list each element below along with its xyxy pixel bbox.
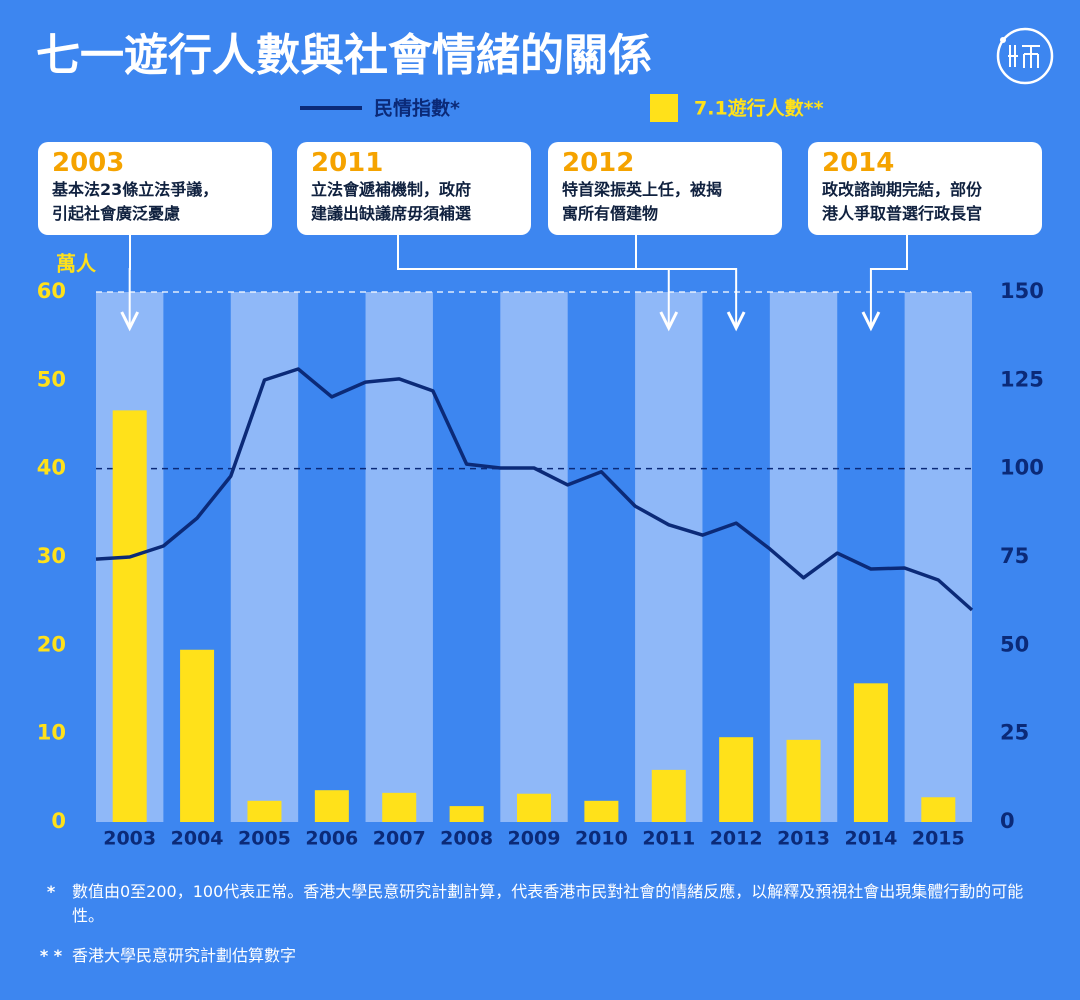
bar xyxy=(719,737,754,822)
bar xyxy=(786,739,821,822)
stripe xyxy=(904,292,972,822)
y2-tick-label: 0 xyxy=(1000,809,1015,833)
x-tick-label: 2003 xyxy=(103,828,156,850)
annotation-connector xyxy=(397,235,670,326)
bar xyxy=(517,793,551,822)
footnote-text: 香港大學民意研究計劃估算數字 xyxy=(72,946,297,965)
y2-tick-label: 150 xyxy=(1000,279,1044,303)
annotation-text: 港人爭取普選行政長官 xyxy=(822,204,983,223)
y-tick-label: 60 xyxy=(37,279,66,303)
bar xyxy=(651,769,686,822)
annotation-box: 2011 立法會遞補機制，政府 建議出缺議席毋須補選 xyxy=(297,142,531,235)
y2-tick-label: 75 xyxy=(1000,544,1029,568)
y2-tick-label: 25 xyxy=(1000,721,1029,745)
bar xyxy=(180,649,215,822)
x-tick-label: 2014 xyxy=(844,828,897,850)
bar xyxy=(449,806,484,822)
x-tick-label: 2009 xyxy=(508,828,561,850)
x-tick-label: 2004 xyxy=(171,828,224,850)
bar xyxy=(314,790,349,822)
bar xyxy=(584,800,619,822)
annotation-arrowhead xyxy=(726,311,746,332)
annotation-text: 特首梁振英上任，被揭 xyxy=(562,180,723,199)
legend-swatch xyxy=(650,94,678,122)
annotation-box: 2012 特首梁振英上任，被揭 寓所有僭建物 xyxy=(548,142,782,235)
stripe xyxy=(500,292,568,822)
x-tick-label: 2011 xyxy=(642,828,695,850)
y-tick-label: 50 xyxy=(37,367,66,391)
annotation-arrowhead xyxy=(659,311,679,332)
x-tick-label: 2015 xyxy=(912,828,965,850)
footnote: * * 香港大學民意研究計劃估算數字 xyxy=(30,944,1050,968)
annotation-text: 寓所有僭建物 xyxy=(562,204,659,223)
bar xyxy=(853,683,888,822)
annotation-year: 2011 xyxy=(311,148,384,178)
bar xyxy=(112,410,147,822)
chart-title: 七一遊行人數與社會情緒的關係 xyxy=(36,30,652,81)
annotation-arrowhead xyxy=(861,311,881,332)
y2-tick-label: 125 xyxy=(1000,367,1044,391)
y-tick-label: 10 xyxy=(37,721,66,745)
plot-background xyxy=(96,292,972,822)
y2-tick-label: 50 xyxy=(1000,632,1029,656)
x-tick-label: 2008 xyxy=(440,828,493,850)
y-tick-label: 20 xyxy=(37,632,66,656)
annotation-connector xyxy=(635,235,738,326)
stripe xyxy=(635,292,703,822)
annotation-connector xyxy=(869,235,908,326)
y-tick-label: 30 xyxy=(37,544,66,568)
line xyxy=(95,367,974,612)
legend-label: 7.1遊行人數** xyxy=(694,97,824,120)
annotation-year: 2014 xyxy=(822,148,895,178)
annotation-year: 2003 xyxy=(52,148,125,178)
footnote-marker: * * xyxy=(39,946,63,965)
legend-label: 民情指數* xyxy=(374,97,460,120)
x-tick-label: 2013 xyxy=(777,828,830,850)
stripe xyxy=(365,292,433,822)
annotation-text: 引起社會廣泛憂慮 xyxy=(52,204,181,223)
x-tick-label: 2010 xyxy=(575,828,628,850)
annotation-year: 2012 xyxy=(562,148,635,178)
bar xyxy=(247,800,282,822)
annotation-text: 基本法23條立法爭議， xyxy=(52,180,219,199)
footnote-text: 數值由0至200，100代表正常。香港大學民意研究計劃計算，代表香港市民對社會的… xyxy=(72,882,1024,925)
annotation-arrowhead xyxy=(120,311,140,332)
logo xyxy=(996,27,1054,85)
annotation-box: 2003 基本法23條立法爭議， 引起社會廣泛憂慮 xyxy=(38,142,272,235)
y2-tick-label: 100 xyxy=(1000,456,1044,480)
annotation-text: 政改諮詢期完結，部份 xyxy=(822,180,983,199)
annotation-text: 立法會遞補機制，政府 xyxy=(311,180,472,199)
footnote: * 數值由0至200，100代表正常。香港大學民意研究計劃計算，代表香港市民對社會… xyxy=(30,880,1050,928)
bar xyxy=(382,792,417,822)
footnote-marker: * xyxy=(46,882,56,901)
annotation-text: 建議出缺議席毋須補選 xyxy=(311,204,472,223)
bar xyxy=(921,797,956,822)
y-axis-label: 萬人 xyxy=(56,252,97,276)
y-tick-label: 40 xyxy=(37,456,66,480)
y-tick-label: 0 xyxy=(51,809,66,833)
annotation-box: 2014 政改諮詢期完結，部份 港人爭取普選行政長官 xyxy=(808,142,1042,235)
x-tick-label: 2007 xyxy=(373,828,426,850)
x-tick-label: 2005 xyxy=(238,828,291,850)
x-tick-label: 2006 xyxy=(305,828,358,850)
x-tick-label: 2012 xyxy=(710,828,763,850)
